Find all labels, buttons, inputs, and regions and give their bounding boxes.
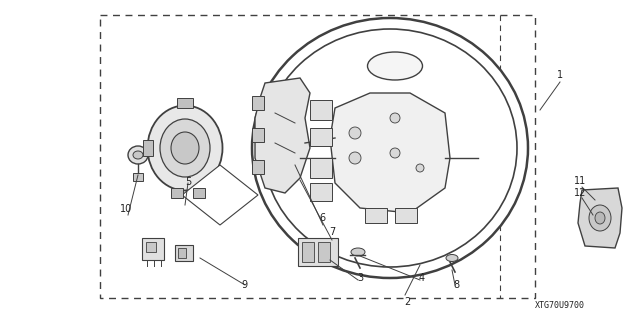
Bar xyxy=(302,242,314,262)
Ellipse shape xyxy=(160,119,210,177)
Bar xyxy=(310,158,332,178)
Polygon shape xyxy=(330,93,450,213)
Bar xyxy=(193,188,205,198)
Bar xyxy=(310,128,332,146)
Bar xyxy=(252,160,264,174)
Ellipse shape xyxy=(171,132,199,164)
Bar xyxy=(175,245,193,261)
Text: XTG70U9700: XTG70U9700 xyxy=(535,301,585,310)
Ellipse shape xyxy=(416,164,424,172)
Bar xyxy=(395,208,417,223)
Ellipse shape xyxy=(367,52,422,80)
Bar xyxy=(318,242,330,262)
Bar xyxy=(252,128,264,142)
Bar xyxy=(142,238,164,260)
Bar xyxy=(143,140,153,156)
Bar xyxy=(365,208,387,223)
Ellipse shape xyxy=(349,127,361,139)
Bar xyxy=(178,248,186,258)
Bar xyxy=(133,173,143,181)
Ellipse shape xyxy=(133,151,143,159)
Text: 10: 10 xyxy=(120,204,132,214)
Bar xyxy=(146,242,156,252)
Text: 12: 12 xyxy=(574,188,586,198)
Bar xyxy=(298,238,338,266)
Text: 6: 6 xyxy=(319,213,325,223)
Bar xyxy=(171,188,183,198)
Ellipse shape xyxy=(589,205,611,231)
Bar xyxy=(310,100,332,120)
Text: 11: 11 xyxy=(574,176,586,186)
Ellipse shape xyxy=(595,212,605,224)
Text: 5: 5 xyxy=(185,177,191,187)
Ellipse shape xyxy=(446,255,458,262)
Bar xyxy=(177,98,193,108)
Text: 3: 3 xyxy=(357,273,363,283)
Ellipse shape xyxy=(351,248,365,256)
Text: 2: 2 xyxy=(404,297,410,307)
Polygon shape xyxy=(255,78,310,193)
Text: 4: 4 xyxy=(419,273,425,283)
Text: 7: 7 xyxy=(329,227,335,237)
Ellipse shape xyxy=(263,29,517,267)
Bar xyxy=(310,183,332,201)
Ellipse shape xyxy=(390,148,400,158)
Ellipse shape xyxy=(147,106,223,190)
Ellipse shape xyxy=(252,18,528,278)
Bar xyxy=(252,96,264,110)
Polygon shape xyxy=(182,165,258,225)
Text: 8: 8 xyxy=(453,280,459,290)
Text: 9: 9 xyxy=(241,280,247,290)
Polygon shape xyxy=(578,188,622,248)
Ellipse shape xyxy=(349,152,361,164)
Ellipse shape xyxy=(390,113,400,123)
Bar xyxy=(100,15,535,298)
Text: 1: 1 xyxy=(557,70,563,80)
Ellipse shape xyxy=(128,146,148,164)
